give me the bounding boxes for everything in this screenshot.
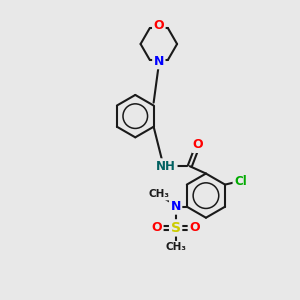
Text: O: O (154, 19, 164, 32)
Text: CH₃: CH₃ (165, 242, 186, 252)
Text: N: N (154, 55, 164, 68)
Text: O: O (189, 221, 200, 234)
Text: Cl: Cl (234, 175, 247, 188)
Text: O: O (152, 221, 162, 234)
Text: CH₃: CH₃ (149, 189, 170, 199)
Text: O: O (193, 139, 203, 152)
Text: N: N (170, 200, 181, 213)
Text: NH: NH (156, 160, 176, 173)
Text: S: S (171, 221, 181, 235)
